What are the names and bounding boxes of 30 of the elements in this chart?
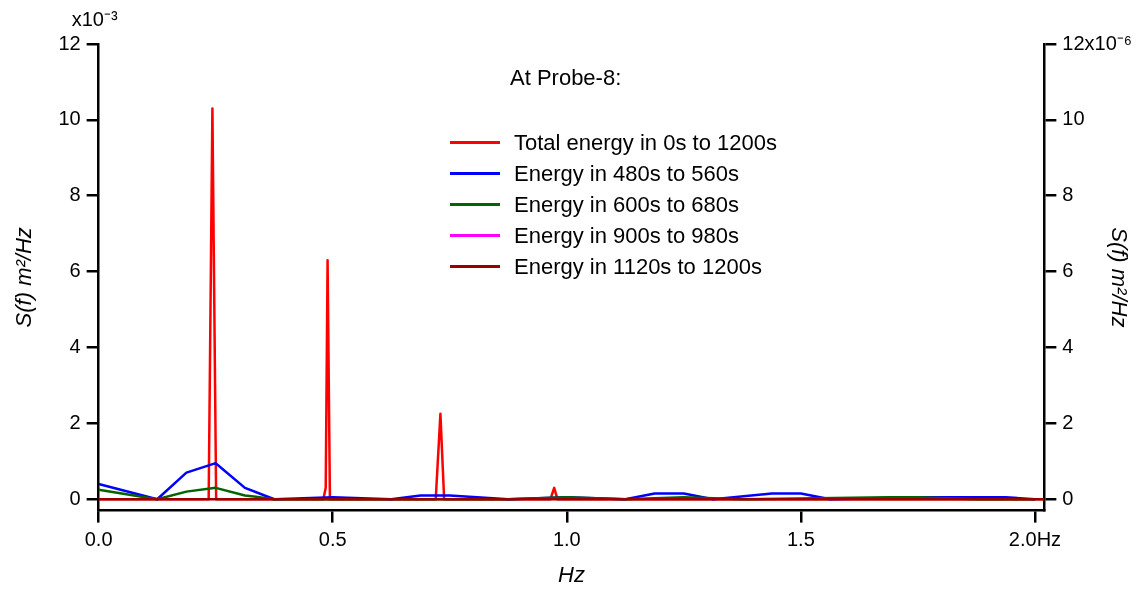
x-tick-label: 1.0 [552,528,581,551]
text: x10⁻⁶ [1084,31,1133,54]
y-tick-label: 0 [69,486,81,509]
text: x10⁻³ [71,7,118,30]
legend-label: Energy in 480s to 560s [514,160,740,188]
y2-tick-label: 6 [1062,259,1074,282]
y-tick-label: 6 [69,259,81,282]
y-tick-label: 2 [69,410,81,433]
y2-tick-label: 10 [1062,107,1085,130]
x-axis-title: Hz [558,561,585,587]
x-tick-label: 2.0Hz [1008,528,1062,551]
y2-axis-title: S(f) m²/Hz [1106,227,1132,328]
legend-label: Energy in 600s to 680s [514,191,740,219]
x-tick-label: 1.5 [787,528,815,551]
y2-tick-label: 2 [1062,410,1074,433]
y2-tick-label: 0 [1062,486,1074,509]
legend-label: Total energy in 0s to 1200s [514,129,777,157]
y-tick-label: 4 [69,335,81,357]
legend-title: At Probe-8: [510,64,623,92]
y-tick-label: 8 [69,183,81,206]
x-tick-label: 0.0 [84,528,113,551]
x-tick-label: 0.5 [318,528,347,551]
y-tick-label: 10 [58,107,81,130]
y2-tick-label: 12 [1062,31,1085,54]
y-tick-label: 12 [58,31,81,54]
legend-label: Energy in 900s to 980s [514,222,740,250]
legend-label: Energy in 1120s to 1200s [514,253,762,281]
y-axis-title: S(f) m²/Hz [11,227,37,328]
y2-tick-label: 4 [1062,335,1074,357]
y2-tick-label: 8 [1062,183,1074,206]
